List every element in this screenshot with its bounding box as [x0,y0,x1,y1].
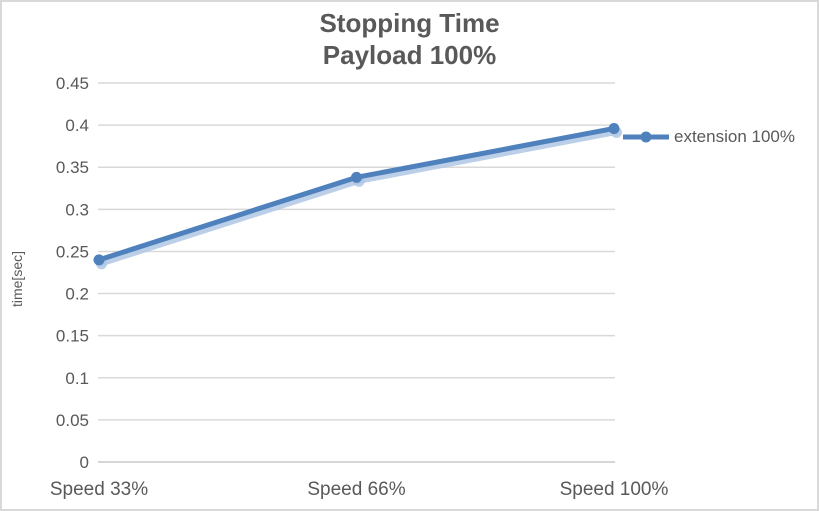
y-axis-tick-label: 0.25 [56,242,89,261]
y-axis-tick-label: 0 [80,453,89,472]
y-axis-tick-label: 0.3 [65,200,89,219]
y-axis-tick-label: 0.2 [65,285,89,304]
series-line-shadow [99,129,619,267]
x-axis-category-label: Speed 100% [560,479,669,500]
data-point-marker [93,254,105,266]
x-axis-category-label: Speed 33% [50,479,148,500]
legend: extension 100% [622,126,795,148]
y-axis-tick-label: 0.4 [65,116,89,135]
data-point-marker [351,171,362,183]
x-axis-category-label: Speed 66% [307,479,405,500]
y-axis-tick-label: 0.35 [56,158,89,177]
data-point-marker [608,122,620,134]
legend-label: extension 100% [674,127,795,146]
y-axis-tick-label: 0.45 [56,74,89,93]
y-axis-tick-label: 0.05 [56,411,89,430]
y-axis-tick-label: 0.15 [56,327,89,346]
y-axis-tick-label: 0.1 [65,369,89,388]
legend-marker-icon [623,131,669,143]
